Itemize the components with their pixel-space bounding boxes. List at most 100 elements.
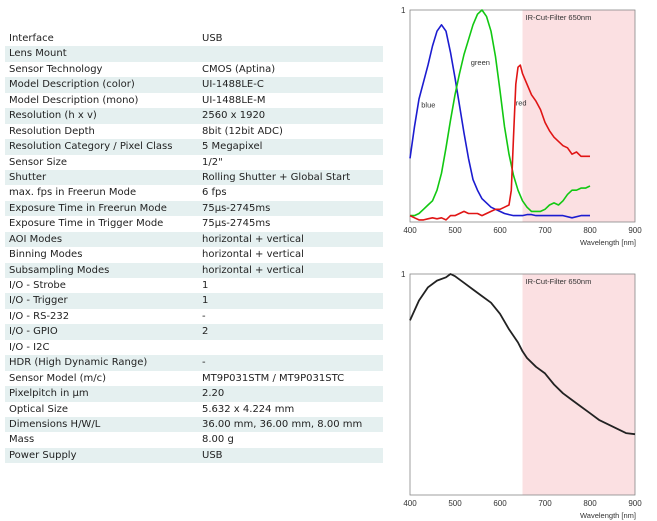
spec-label: I/O - I2C xyxy=(9,341,50,353)
spec-value: 1 xyxy=(202,280,209,291)
spec-row: Power Supply USB xyxy=(5,447,383,464)
spec-label: Model Description (color) xyxy=(9,79,135,91)
spec-value: 75µs-2745ms xyxy=(202,202,271,214)
x-tick-label: 700 xyxy=(538,226,552,235)
spec-row: AOI Modes horizontal + vertical xyxy=(5,231,383,248)
spec-label: Shutter xyxy=(9,171,47,183)
spec-value: 1 xyxy=(202,295,209,307)
spec-label: Model Description (mono) xyxy=(9,94,139,106)
x-axis-label: Wavelength [nm] xyxy=(580,511,636,520)
spec-row: Pixelpitch in µm 2.20 xyxy=(5,386,383,402)
series-lines xyxy=(409,9,591,221)
spec-row: HDR (High Dynamic Range) - xyxy=(5,355,383,371)
spec-value: UI-1488LE-M xyxy=(202,94,266,106)
spec-value xyxy=(199,340,383,355)
spec-value: USB xyxy=(202,449,223,461)
spec-label: Mass xyxy=(9,434,35,446)
spec-row: Resolution Category / Pixel Class 5 Megap… xyxy=(5,139,383,155)
spec-label: Resolution Depth xyxy=(9,125,95,137)
mono-response-chart: IR-Cut-Filter 650nm 1 400 500 600 700 800 900… xyxy=(401,270,642,520)
spec-row: Mass 8.00 g xyxy=(5,432,383,447)
spec-label: Resolution Category / Pixel Class xyxy=(9,141,173,153)
spec-value: 1/2" xyxy=(202,156,223,168)
spec-label: Subsampling Modes xyxy=(9,264,110,276)
series-line-mono xyxy=(409,273,636,436)
x-tick-label: 500 xyxy=(448,226,462,235)
spec-row: Lens Mount xyxy=(5,46,383,62)
spec-row: Sensor Technology CMOS (Aptina) xyxy=(5,62,383,77)
series-line-red xyxy=(409,64,590,221)
ir-cut-label: IR-Cut-Filter 650nm xyxy=(526,277,592,286)
spec-label: Sensor Model (m/c) xyxy=(9,372,107,384)
spec-value: 2560 x 1920 xyxy=(202,110,266,122)
spec-value: USB xyxy=(202,33,223,44)
spec-label: Sensor Size xyxy=(9,156,67,168)
y-tick-label: 1 xyxy=(401,270,406,279)
spec-label: HDR (High Dynamic Range) xyxy=(9,357,148,369)
x-tick-labels: 400 500 600 700 800 900 xyxy=(403,226,642,235)
spec-value: 5 Megapixel xyxy=(202,141,263,153)
series-label-red: red xyxy=(516,98,527,107)
spec-value xyxy=(199,46,383,61)
spec-label: Binning Modes xyxy=(9,249,83,261)
x-tick-label: 500 xyxy=(448,499,462,508)
spec-row: Sensor Model (m/c) MT9P031STM / MT9P031ST… xyxy=(5,371,383,386)
spec-label: Optical Size xyxy=(9,403,69,415)
spec-label: Exposure Time in Freerun Mode xyxy=(9,202,167,214)
spec-label: Pixelpitch in µm xyxy=(9,388,89,400)
spec-label: Dimensions H/W/L xyxy=(9,418,101,430)
spec-label: Exposure Time in Trigger Mode xyxy=(9,218,164,230)
spec-label: Sensor Technology xyxy=(9,63,103,75)
series-line-green xyxy=(410,9,591,217)
spec-value: 6 fps xyxy=(202,187,227,199)
y-tick-label: 1 xyxy=(401,6,406,15)
series-label-blue: blue xyxy=(421,101,435,110)
spec-value: MT9P031STM / MT9P031STC xyxy=(202,372,345,384)
spec-value: horizontal + vertical xyxy=(202,249,304,261)
series-labels: blue green red xyxy=(421,58,526,109)
spec-label: I/O - Strobe xyxy=(9,280,66,291)
x-tick-label: 400 xyxy=(403,499,417,508)
x-tick-labels: 400 500 600 700 800 900 xyxy=(403,499,642,508)
spec-value: Rolling Shutter + Global Start xyxy=(202,171,351,183)
spec-table: Interface USB Lens Mount Sensor Technology C… xyxy=(5,31,383,464)
spec-value: CMOS (Aptina) xyxy=(202,63,276,75)
x-tick-label: 600 xyxy=(493,499,507,508)
spec-value: 75µs-2745ms xyxy=(202,218,271,230)
spec-value: 5.632 x 4.224 mm xyxy=(202,403,295,415)
spec-label: max. fps in Freerun Mode xyxy=(9,187,137,199)
x-tick-label: 700 xyxy=(538,499,552,508)
spec-label: AOI Modes xyxy=(9,233,63,245)
spec-label: Resolution (h x v) xyxy=(9,110,97,122)
spec-value: 36.00 mm, 36.00 mm, 8.00 mm xyxy=(202,418,363,430)
spec-row: I/O - GPIO 2 xyxy=(5,324,383,340)
x-tick-label: 800 xyxy=(583,226,597,235)
spec-row: Shutter Rolling Shutter + Global Start xyxy=(5,169,383,186)
ir-cut-region xyxy=(522,274,635,495)
spec-row: Resolution (h x v) 2560 x 1920 xyxy=(5,108,383,124)
spec-row: Interface USB xyxy=(5,31,383,46)
x-tick-label: 800 xyxy=(583,499,597,508)
spec-row: Model Description (color) UI-1488LE-C xyxy=(5,77,383,93)
spec-value: 8bit (12bit ADC) xyxy=(202,125,283,137)
spec-label: I/O - RS-232 xyxy=(9,310,70,322)
spec-row: Dimensions H/W/L 36.00 mm, 36.00 mm, 8.00… xyxy=(5,416,383,433)
spec-row: Exposure Time in Trigger Mode 75µs-2745ms xyxy=(5,216,383,231)
spec-row: Subsampling Modes horizontal + vertical xyxy=(5,262,383,278)
spec-row: Binning Modes horizontal + vertical xyxy=(5,247,383,262)
spec-value: UI-1488LE-C xyxy=(202,79,264,91)
spec-label: Lens Mount xyxy=(9,48,67,60)
spec-row: Model Description (mono) UI-1488LE-M xyxy=(5,93,383,108)
spec-label: Power Supply xyxy=(9,449,77,461)
spec-value: horizontal + vertical xyxy=(202,264,304,276)
spec-label: I/O - GPIO xyxy=(9,326,58,338)
x-tick-label: 400 xyxy=(403,226,417,235)
x-tick-label: 600 xyxy=(493,226,507,235)
spec-row: I/O - I2C xyxy=(5,340,383,355)
x-axis-label: Wavelength [nm] xyxy=(580,238,636,247)
spec-row: Sensor Size 1/2" xyxy=(5,155,383,170)
spec-label: I/O - Trigger xyxy=(9,295,68,307)
color-response-chart: IR-Cut-Filter 650nm 1 400 500 600 700 800 900… xyxy=(401,6,642,247)
series-label-green: green xyxy=(471,58,490,67)
plot-frame xyxy=(409,9,636,223)
